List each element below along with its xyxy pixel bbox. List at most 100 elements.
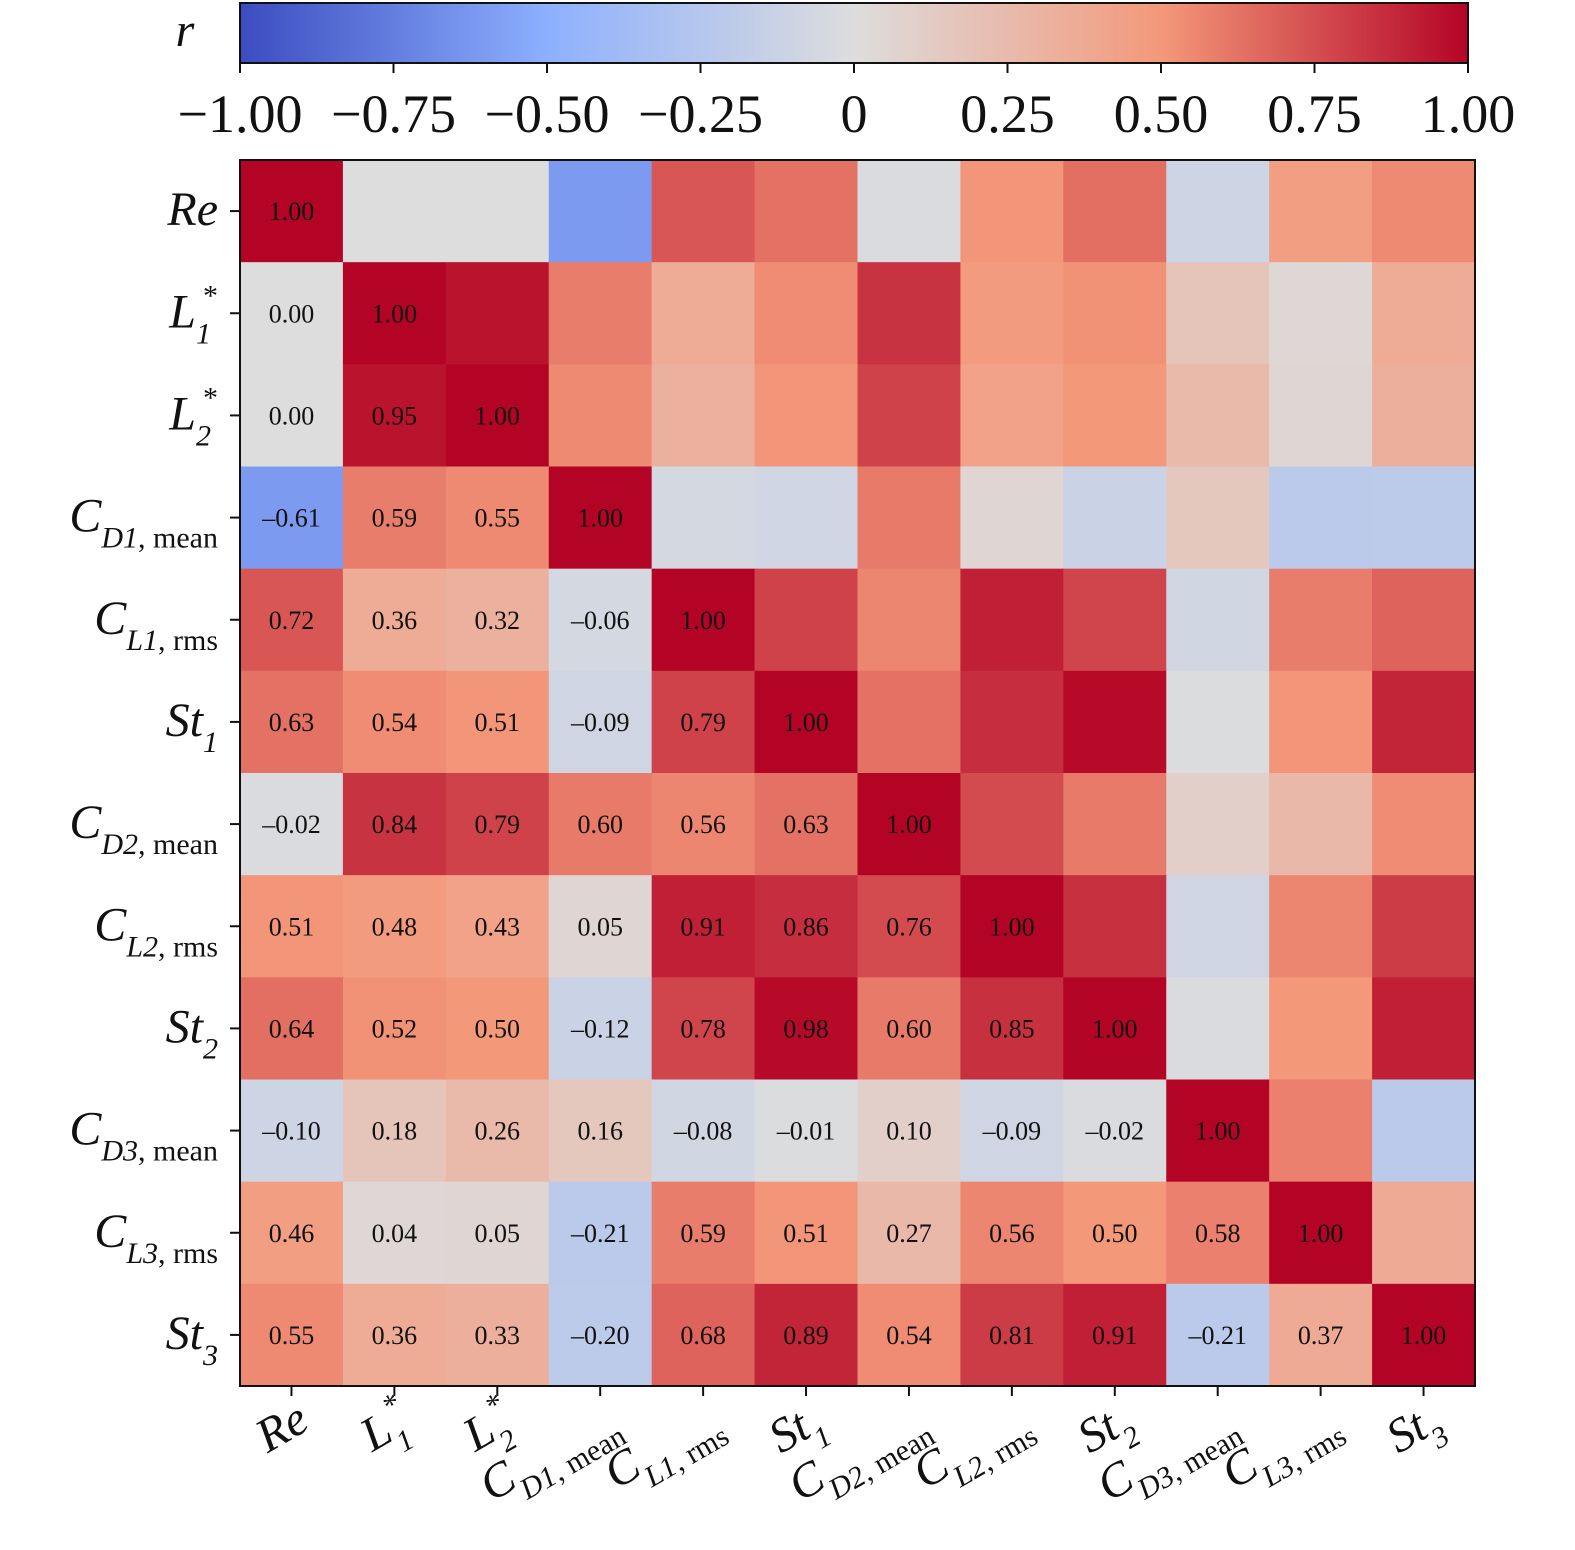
cell-value-label: –0.20: [570, 1321, 630, 1350]
cell-value-label: 0.91: [680, 912, 726, 941]
y-axis-labels: ReL1*L2*CD1, meanCL1, rmsSt1CD2, meanCL2…: [69, 183, 240, 1372]
cell-value-label: –0.61: [261, 504, 321, 533]
colorbar-tick-label: 0: [841, 84, 868, 144]
cell-value-label: 0.43: [475, 912, 521, 941]
cell-value-label: 1.00: [989, 912, 1035, 941]
heatmap-cell: [1269, 569, 1373, 672]
heatmap-cell: [960, 160, 1064, 263]
heatmap-cell: [1269, 364, 1373, 467]
heatmap-cell: [1269, 671, 1373, 774]
heatmap-cell: [1063, 364, 1167, 467]
heatmap-cell: [755, 569, 859, 672]
cell-value-label: 1.00: [680, 606, 726, 635]
heatmap-cell: [1372, 569, 1476, 672]
heatmap-cell: [1269, 977, 1373, 1080]
heatmap-cell: [652, 262, 756, 365]
heatmap-cell: [1269, 160, 1373, 263]
colorbar-tick-label: −1.00: [178, 84, 303, 144]
cell-value-label: 0.37: [1298, 1321, 1344, 1350]
heatmap-cell: [1166, 262, 1270, 365]
cell-value-label: 0.89: [783, 1321, 829, 1350]
cell-value-label: 0.84: [372, 810, 418, 839]
colorbar-label: r: [176, 4, 195, 57]
heatmap-cell: [1372, 1182, 1476, 1285]
axis-variable-label: CL3, rms: [94, 1205, 218, 1270]
cell-value-label: 0.95: [372, 401, 418, 430]
heatmap-cell: [858, 262, 962, 365]
cell-value-label: 1.00: [783, 708, 829, 737]
heatmap-cell: [1269, 875, 1373, 978]
cell-value-label: 0.36: [372, 606, 418, 635]
axis-variable-label: St3: [166, 1307, 218, 1372]
cell-value-label: –0.12: [570, 1014, 630, 1043]
heatmap-cell: [1372, 467, 1476, 570]
cell-value-label: 0.50: [475, 1014, 521, 1043]
colorbar-tick-label: 0.25: [960, 84, 1055, 144]
cell-value-label: 0.56: [680, 810, 726, 839]
heatmap-cell: [549, 262, 653, 365]
heatmap-cell: [1269, 467, 1373, 570]
heatmap-cell: [1063, 262, 1167, 365]
cell-value-label: 1.00: [1401, 1321, 1447, 1350]
heatmap-cell: [1372, 977, 1476, 1080]
cell-value-label: 0.79: [680, 708, 726, 737]
cell-value-label: 1.00: [1298, 1219, 1344, 1248]
cell-value-label: 0.05: [577, 912, 623, 941]
cell-value-label: 0.91: [1092, 1321, 1138, 1350]
heatmap-cell: [858, 467, 962, 570]
cell-value-label: 0.59: [680, 1219, 726, 1248]
cell-value-label: 0.54: [886, 1321, 932, 1350]
cell-value-label: 1.00: [886, 810, 932, 839]
heatmap-cell: [1166, 160, 1270, 263]
colorbar-tick-label: 0.50: [1114, 84, 1209, 144]
colorbar: r −1.00−0.75−0.50−0.2500.250.500.751.00: [176, 3, 1516, 144]
cell-value-label: 0.76: [886, 912, 932, 941]
cell-value-label: 0.78: [680, 1014, 726, 1043]
heatmap-cell: [1166, 569, 1270, 672]
axis-variable-label: CL1, rms: [595, 1392, 735, 1510]
cell-value-label: –0.21: [1187, 1321, 1247, 1350]
heatmap-cell: [446, 262, 550, 365]
heatmap-cells: 1.000.001.000.000.951.00–0.610.590.551.0…: [240, 160, 1476, 1387]
heatmap-cell: [960, 569, 1064, 672]
cell-value-label: 0.98: [783, 1014, 829, 1043]
colorbar-tick-label: −0.50: [485, 84, 610, 144]
colorbar-ticks: −1.00−0.75−0.50−0.2500.250.500.751.00: [178, 63, 1516, 144]
cell-value-label: 0.36: [372, 1321, 418, 1350]
colorbar-tick-label: −0.75: [331, 84, 456, 144]
colorbar-gradient: [240, 3, 1468, 63]
heatmap-cell: [960, 467, 1064, 570]
axis-variable-label: Re: [166, 183, 218, 236]
cell-value-label: 0.51: [475, 708, 521, 737]
heatmap-cell: [652, 160, 756, 263]
cell-value-label: 0.72: [269, 606, 315, 635]
heatmap-cell: [1372, 875, 1476, 978]
heatmap-cell: [549, 160, 653, 263]
heatmap-cell: [1269, 1080, 1373, 1183]
cell-value-label: –0.08: [673, 1117, 733, 1146]
heatmap-cell: [446, 160, 550, 263]
heatmap-cell: [1372, 262, 1476, 365]
cell-value-label: 0.59: [372, 504, 418, 533]
cell-value-label: 0.68: [680, 1321, 726, 1350]
heatmap-cell: [1063, 160, 1167, 263]
cell-value-label: 0.00: [269, 299, 315, 328]
axis-variable-label: L1*: [168, 279, 218, 350]
cell-value-label: 0.16: [577, 1117, 623, 1146]
cell-value-label: –0.01: [776, 1117, 836, 1146]
correlation-heatmap: r −1.00−0.75−0.50−0.2500.250.500.751.00 …: [0, 0, 1575, 1550]
cell-value-label: 0.10: [886, 1117, 932, 1146]
cell-value-label: 0.58: [1195, 1219, 1241, 1248]
colorbar-tick-label: −0.25: [638, 84, 763, 144]
cell-value-label: –0.09: [982, 1117, 1042, 1146]
heatmap-cell: [1063, 569, 1167, 672]
heatmap-cell: [1166, 364, 1270, 467]
cell-value-label: –0.10: [261, 1117, 321, 1146]
cell-value-label: 0.51: [269, 912, 315, 941]
cell-value-label: 0.55: [475, 504, 521, 533]
heatmap-cell: [1269, 262, 1373, 365]
x-axis-labels: ReL1*L2*CD1, meanCL1, rmsSt1CD2, meanCL2…: [246, 1386, 1455, 1522]
cell-value-label: –0.02: [1085, 1117, 1145, 1146]
heatmap-cell: [1063, 671, 1167, 774]
heatmap-cell: [960, 262, 1064, 365]
